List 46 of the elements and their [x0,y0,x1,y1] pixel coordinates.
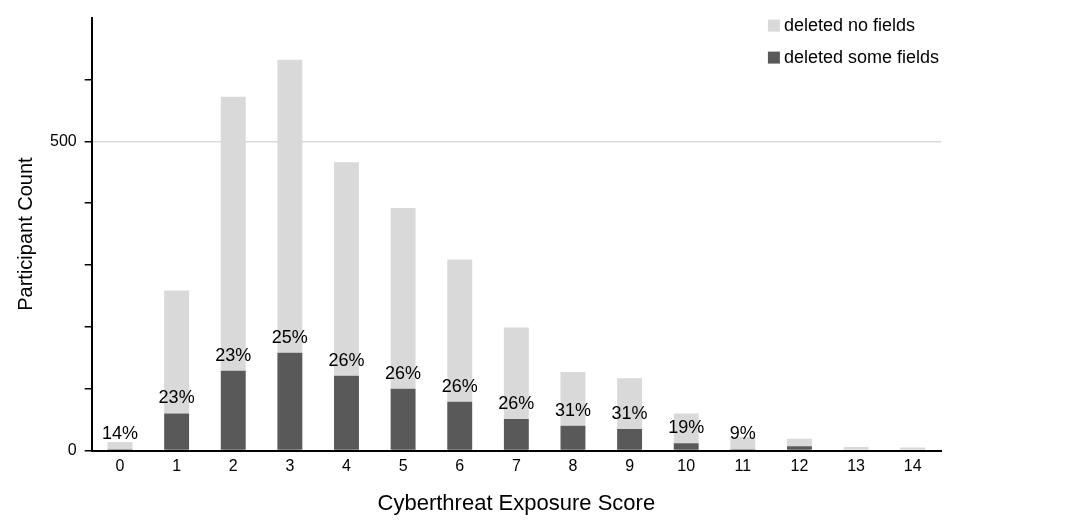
annotation: 23% [158,387,195,408]
bar [164,413,190,450]
legend-label: deleted no fields [783,14,916,35]
annotation: 26% [498,393,535,414]
annotation: 14% [101,423,139,444]
y-axis-title: Participant Count [13,156,36,311]
bar [617,428,643,450]
bar [107,441,133,450]
y-tick-label: 500 [49,131,77,149]
bar [673,443,699,450]
x-tick-label: 10 [677,457,696,475]
x-tick-label: 8 [568,457,578,475]
x-tick-label: 6 [455,457,465,475]
x-tick-label: 12 [790,457,809,475]
x-tick-label: 9 [625,457,635,475]
bar [560,425,586,450]
annotation: 19% [668,417,705,438]
bar [220,370,246,450]
bar [447,401,473,450]
annotation: 23% [215,344,252,365]
x-tick-label: 11 [734,457,752,475]
annotation: 26% [328,349,365,370]
x-tick-label: 7 [511,457,521,475]
bar [786,446,812,450]
x-tick-label: 3 [285,457,295,475]
bar [843,446,869,450]
annotation: 26% [441,375,478,396]
annotation: 26% [385,362,422,383]
annotation: 31% [611,402,648,423]
x-tick-label: 1 [172,457,182,475]
bar [334,375,359,450]
x-tick-label: 2 [228,457,238,475]
legend-label: deleted some fields [783,46,939,67]
x-tick-label: 5 [398,457,408,475]
bar [277,352,303,450]
x-axis-title: Cyberthreat Exposure Score [377,489,656,515]
bar [390,388,416,450]
annotation: 31% [554,399,591,420]
annotation: 25% [271,326,308,347]
x-tick-label: 14 [903,457,922,475]
x-tick-label: 13 [847,457,866,475]
bar [503,419,529,450]
x-tick-label: 4 [342,457,352,475]
x-tick-label: 0 [115,457,125,475]
bar [786,438,812,447]
annotation: 9% [729,423,756,444]
